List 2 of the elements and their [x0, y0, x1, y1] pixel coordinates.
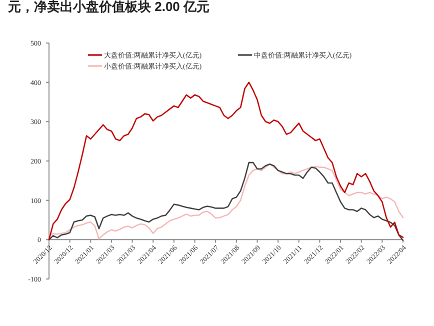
line-series [48, 82, 404, 240]
chart-title: 元，净卖出小盘价值板块 2.00 亿元 [7, 0, 210, 14]
